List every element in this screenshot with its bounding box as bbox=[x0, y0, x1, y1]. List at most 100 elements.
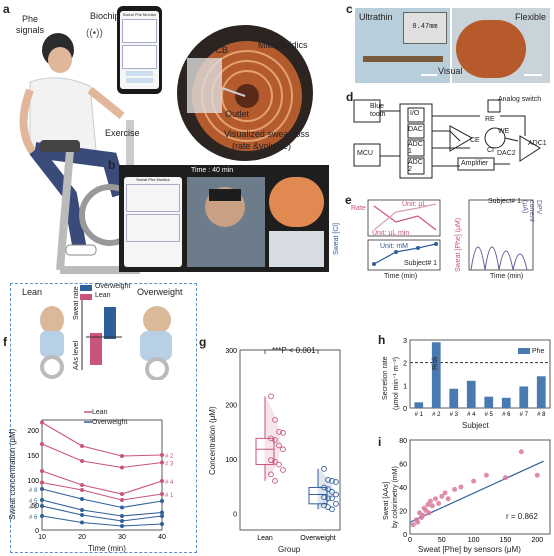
h-xtick: # 6 bbox=[502, 412, 511, 416]
f-ytick: 0 bbox=[35, 528, 39, 535]
g-point bbox=[325, 486, 331, 492]
ultrathin-text: Ultrathin bbox=[359, 12, 393, 22]
f-series-point bbox=[80, 508, 84, 512]
f-series-point bbox=[80, 520, 84, 525]
h-ytick: 0 bbox=[403, 406, 407, 413]
g-ytick: 200 bbox=[225, 403, 237, 410]
g-point bbox=[333, 479, 339, 485]
h-xtick: # 8 bbox=[537, 412, 546, 416]
i-point bbox=[471, 478, 477, 484]
f-series-point bbox=[40, 442, 44, 446]
e-rate-text: Rate bbox=[351, 205, 366, 212]
time-text: Time : 40 min bbox=[191, 167, 234, 174]
g-point bbox=[321, 466, 327, 472]
i-r-label: r = 0.862 bbox=[506, 512, 538, 521]
panel-e-chart bbox=[367, 199, 534, 271]
f-lean-title: Lean bbox=[22, 287, 43, 297]
i-point bbox=[425, 502, 431, 508]
phe-signals-text: Phe signals bbox=[16, 14, 45, 35]
f-aas-level-label: AAs level bbox=[73, 340, 80, 370]
i-ytick: 40 bbox=[399, 485, 407, 492]
outlet-text: Outlet bbox=[225, 109, 250, 119]
f-series-point bbox=[80, 459, 84, 463]
i-point bbox=[442, 490, 448, 496]
g-point bbox=[272, 416, 278, 423]
phone-a: Sweat Phe Monitor bbox=[117, 6, 162, 94]
h-bar bbox=[431, 342, 441, 408]
f-series-label: # 4 bbox=[165, 480, 174, 486]
f-series-point bbox=[120, 498, 124, 502]
f-series-point bbox=[120, 454, 124, 458]
i-point bbox=[420, 512, 426, 518]
f-series-point bbox=[120, 505, 124, 510]
ci-text: CI bbox=[487, 147, 494, 154]
i-point bbox=[534, 472, 540, 478]
f-ylabel: Sweat concentration (μM) bbox=[8, 428, 17, 520]
i-point bbox=[458, 484, 464, 490]
f-series-point bbox=[160, 460, 164, 465]
ce-text: CE bbox=[470, 137, 480, 144]
i-point bbox=[427, 498, 433, 504]
f-series-point bbox=[160, 499, 164, 503]
h-ytick: 2 bbox=[403, 361, 407, 368]
i-ylabel2: by colorimetry (mM) bbox=[392, 466, 399, 528]
g-sig-bracket bbox=[264, 349, 319, 354]
f-plot-frame bbox=[41, 419, 163, 531]
e-unit-ulmin-text: Unit: μL min bbox=[372, 230, 410, 237]
f-series-label: # 7 bbox=[29, 505, 38, 511]
wireless-icon: ((•)) bbox=[86, 28, 103, 39]
i-xtick: 0 bbox=[408, 537, 412, 544]
h-ylabel: Secretion rate bbox=[382, 356, 389, 400]
g-point bbox=[329, 495, 335, 502]
biochip-text: Biochip bbox=[90, 11, 120, 21]
e-dpv-label: DPV current (μA) bbox=[521, 200, 542, 222]
i-point bbox=[445, 496, 451, 502]
panel-b-label: b bbox=[108, 158, 116, 172]
f-legend-overweight-swatch bbox=[80, 285, 92, 291]
g-point bbox=[272, 478, 278, 484]
i-point bbox=[410, 522, 416, 528]
f-series-point bbox=[120, 519, 124, 523]
f-xtick: 40 bbox=[158, 534, 166, 541]
exercise-text: Exercise bbox=[105, 128, 140, 138]
h-bar bbox=[519, 386, 529, 408]
microfluidics-text: Microfluidics bbox=[258, 40, 308, 50]
flexible-text: Flexible bbox=[514, 12, 546, 22]
io-text: I/O bbox=[410, 110, 420, 117]
f-series-label: # 5 bbox=[29, 499, 38, 505]
g-point bbox=[325, 476, 331, 483]
e-time-left: Time (min) bbox=[384, 273, 418, 280]
f-series-point bbox=[40, 514, 44, 518]
g-point bbox=[268, 393, 274, 400]
f-series-point bbox=[80, 513, 84, 517]
f-series-point bbox=[160, 492, 164, 496]
f-series-point bbox=[40, 420, 44, 425]
f-series-point bbox=[80, 483, 84, 487]
g-point bbox=[280, 446, 286, 453]
i-point bbox=[415, 519, 421, 525]
f-xlabel: Time (min) bbox=[88, 544, 126, 553]
i-fit-line bbox=[409, 460, 544, 523]
f-series-point bbox=[40, 498, 44, 502]
h-bar bbox=[414, 402, 424, 408]
dac-text: DAC bbox=[408, 126, 423, 133]
f-xtick: 30 bbox=[118, 534, 126, 541]
amplifier-text: Amplifier bbox=[461, 160, 489, 167]
g-point bbox=[280, 430, 286, 436]
adc1b-text: ADC1 bbox=[528, 140, 547, 147]
f-legend-overweight: Overweight bbox=[95, 283, 131, 290]
g-point bbox=[268, 471, 274, 478]
f-series-point bbox=[80, 488, 84, 492]
e-phe-label: Sweat [Phe] (μM) bbox=[455, 217, 462, 272]
i-scatter-chart: 0 20 40 60 80 0 50 100 150 200 bbox=[399, 438, 551, 544]
i-xtick: 50 bbox=[438, 537, 446, 544]
f-ytick: 200 bbox=[27, 428, 39, 435]
f-series-point bbox=[160, 514, 164, 518]
f-series-label: # 1 bbox=[165, 493, 174, 499]
i-xtick: 150 bbox=[500, 537, 512, 544]
analog-switch-text: Analog switch bbox=[498, 96, 542, 103]
g-point bbox=[333, 491, 339, 498]
h-ylabel2: (μmol min⁻¹ m⁻²) bbox=[393, 356, 400, 410]
h-xtick: # 7 bbox=[520, 412, 529, 416]
g-ytick: 100 bbox=[225, 457, 237, 464]
